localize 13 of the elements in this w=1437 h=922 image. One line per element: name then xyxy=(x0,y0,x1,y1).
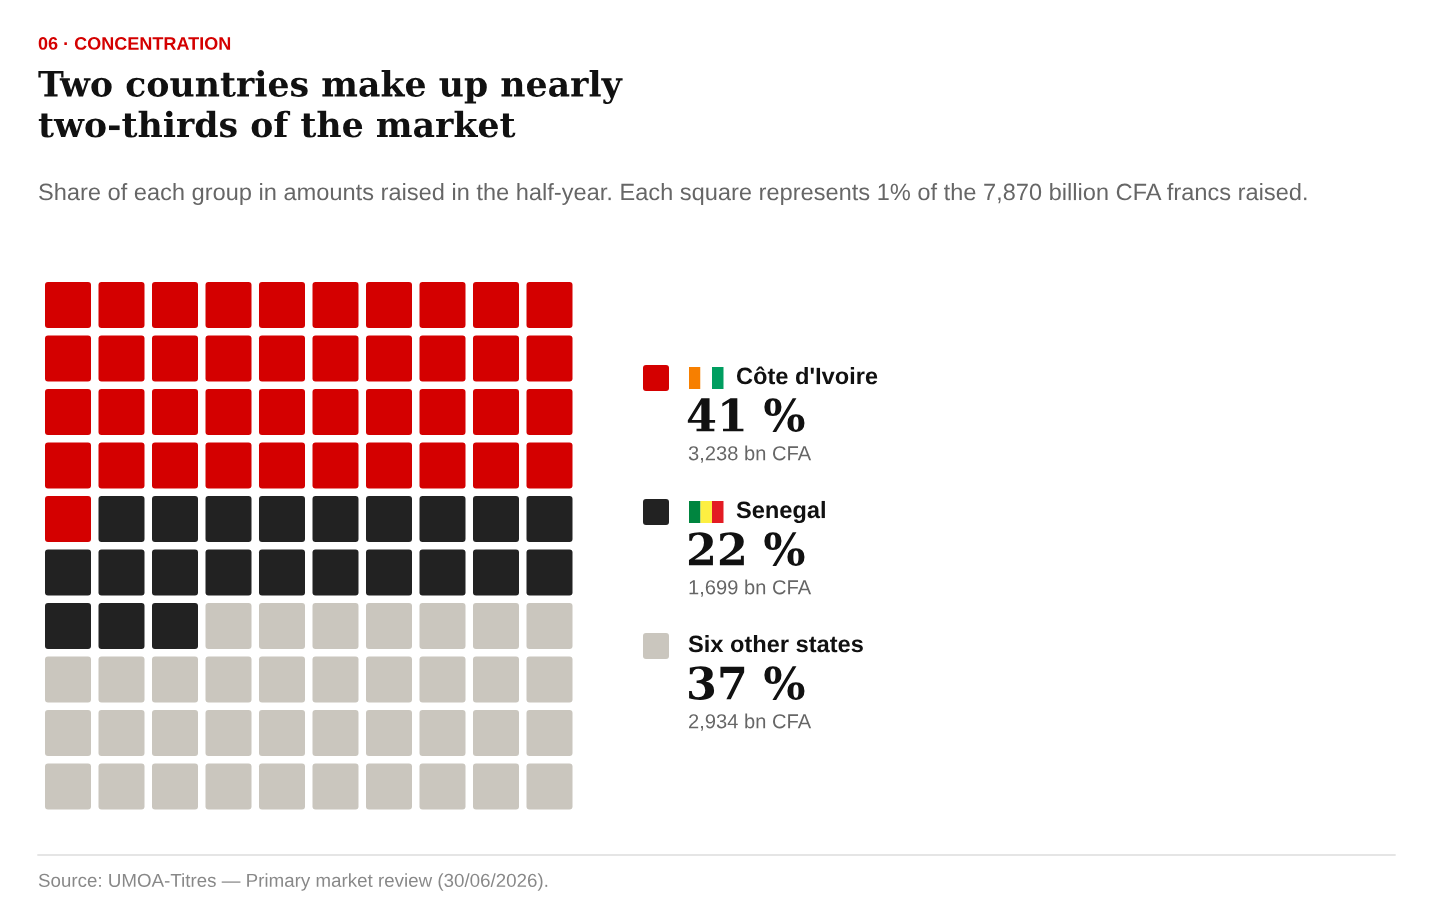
source-note: Source: UMOA-Titres — Primary market review (30/06/2026). xyxy=(38,873,548,891)
text: 2,934 bn CFA xyxy=(689,713,812,731)
text: 06 · CONCENTRATION xyxy=(38,37,231,50)
category-label: Senegal xyxy=(736,500,825,524)
data-label: 37 % xyxy=(689,666,805,700)
category-label: Six other states xyxy=(688,634,863,653)
data-label: 22 % xyxy=(688,532,805,566)
text: Two countries make up nearly two-thirds of the market xyxy=(38,70,623,138)
category-label: Côte d'Ivoire xyxy=(736,366,878,385)
text: 3,238 bn CFA xyxy=(688,445,812,463)
text: Share of each group in amounts raised in the half-year. Each square represents 1% of the 7,870 billion CFA francs raised. xyxy=(39,183,1307,206)
data-label: 41 % xyxy=(687,398,805,432)
text: 1,699 bn CFA xyxy=(689,579,812,597)
